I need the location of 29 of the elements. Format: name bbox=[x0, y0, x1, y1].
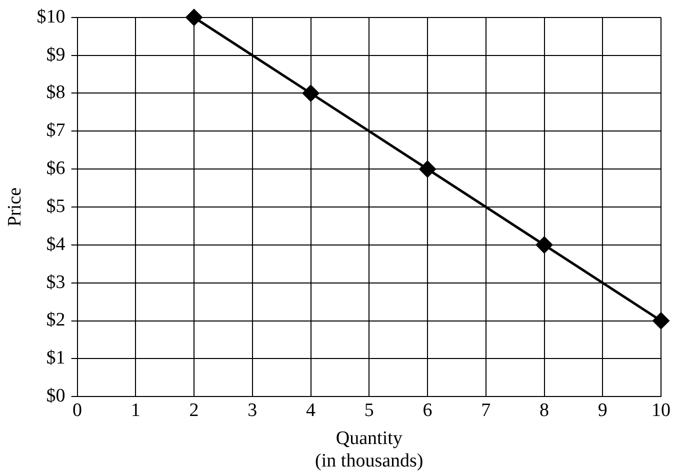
y-tick-label: $1 bbox=[46, 348, 66, 369]
point bbox=[302, 84, 320, 102]
x-tick-label: 3 bbox=[248, 400, 258, 421]
point bbox=[419, 160, 436, 178]
y-tick-label: $3 bbox=[46, 272, 66, 293]
x-tick-label: 6 bbox=[422, 400, 432, 421]
y-axis-title: Price bbox=[4, 187, 26, 227]
y-tick-label: $2 bbox=[46, 310, 66, 331]
y-tick-label: $10 bbox=[36, 6, 66, 28]
x-tick-label: 2 bbox=[189, 400, 199, 421]
x-tick-label: 0 bbox=[72, 400, 82, 421]
x-tick-label: 9 bbox=[598, 400, 608, 421]
x-tick-label: 5 bbox=[364, 400, 374, 421]
y-tick-label: $9 bbox=[46, 44, 66, 66]
x-tick-label: 1 bbox=[130, 400, 140, 421]
y-tick-label: $0 bbox=[46, 386, 66, 407]
point bbox=[536, 236, 553, 254]
y-tick-label: $8 bbox=[46, 82, 66, 104]
point bbox=[652, 312, 670, 330]
x-tick-label: 7 bbox=[481, 400, 491, 421]
y-tick-label: $7 bbox=[46, 120, 66, 142]
x-tick-label: 8 bbox=[540, 400, 550, 421]
x-axis-title: Quantity (in thousands) bbox=[315, 428, 424, 472]
x-tick-label: 10 bbox=[652, 400, 670, 421]
y-tick-label: $4 bbox=[46, 234, 66, 255]
y-tick-label: $5 bbox=[46, 196, 66, 217]
x-tick-label: 4 bbox=[306, 400, 316, 421]
point bbox=[186, 9, 202, 26]
y-tick-label: $6 bbox=[46, 158, 66, 180]
